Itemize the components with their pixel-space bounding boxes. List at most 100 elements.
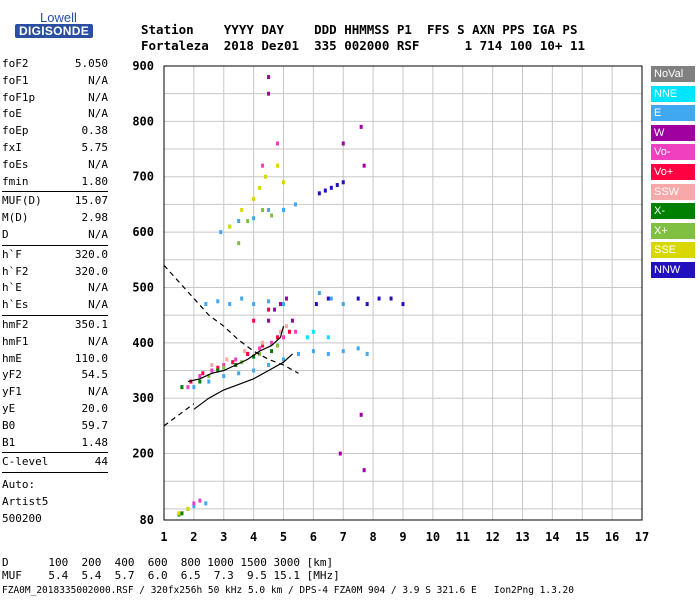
x-tick-label: 15 [575, 530, 589, 544]
data-point [273, 307, 277, 312]
param-separator [2, 191, 108, 193]
param-name: hmF2 [2, 317, 29, 331]
data-point [198, 379, 202, 384]
legend-item: X+ [651, 222, 695, 239]
data-point [293, 202, 297, 207]
dashed-curve [163, 403, 195, 427]
param-row: h`Es N/A [2, 297, 108, 314]
data-point [246, 351, 250, 356]
param-separator [2, 472, 108, 474]
data-point [311, 329, 315, 334]
x-tick-label: 14 [545, 530, 559, 544]
data-point [341, 349, 345, 354]
data-point [282, 207, 285, 212]
param-value: N/A [88, 73, 108, 87]
x-tick-label: 12 [485, 530, 499, 544]
param-value: 5.75 [81, 140, 109, 154]
param-row: yF1 N/A [2, 384, 108, 401]
data-point [282, 302, 285, 307]
param-row: yE 20.0 [2, 401, 108, 418]
param-row: hmE 110.0 [2, 351, 108, 368]
data-point [341, 180, 345, 185]
data-point [222, 362, 226, 367]
param-value: 5.050 [74, 57, 108, 70]
param-row: hmF1 N/A [2, 334, 108, 351]
data-point [311, 349, 315, 354]
data-point [258, 185, 262, 190]
param-name: foF2 [2, 57, 29, 70]
legend-item: Vo- [651, 144, 695, 161]
data-point [228, 224, 232, 229]
data-point [243, 349, 247, 354]
param-row: h`F 320.0 [2, 247, 108, 264]
data-point [177, 511, 181, 516]
data-point [186, 385, 190, 390]
param-value: 59.7 [81, 418, 109, 432]
header-line-1: Station YYYY DAY DDD HHMMSS P1 FFS S AXN… [141, 22, 578, 37]
param-value: 350.1 [74, 317, 108, 331]
data-point [252, 368, 256, 373]
legend-item: NNE [651, 85, 695, 102]
data-point [284, 296, 288, 301]
param-name: h`F [2, 247, 22, 261]
param-row: fmin 1.80 [2, 174, 108, 191]
data-point [252, 354, 256, 359]
legend-item: E [651, 105, 695, 122]
data-point [377, 296, 381, 301]
data-point [237, 241, 241, 246]
data-point [180, 511, 184, 516]
param-value: N/A [88, 157, 108, 171]
param-row: C-level 44 [2, 454, 108, 471]
param-name: MUF(D) [2, 194, 42, 208]
param-value: 15.07 [74, 194, 108, 208]
data-point [198, 498, 202, 503]
data-point [267, 318, 271, 323]
legend-item: Vo+ [651, 164, 695, 180]
y-tick-label: 300 [132, 391, 154, 405]
x-tick-label: 5 [280, 530, 287, 544]
param-name: h`E [2, 281, 22, 295]
x-tick-label: 2 [190, 530, 197, 544]
param-row: foE N/A [2, 106, 108, 123]
data-point [326, 351, 330, 356]
data-point [192, 385, 196, 390]
footer-info: FZA0M_2018335002000.RSF / 320fx256h 50 k… [2, 585, 574, 596]
data-point [279, 302, 283, 307]
data-point [389, 296, 393, 301]
legend-item: NoVal [651, 66, 695, 82]
param-name: fmin [2, 174, 29, 188]
param-value: N/A [88, 385, 108, 399]
param-name: yF1 [2, 385, 22, 399]
profile-curve [187, 326, 285, 383]
muf-distance-row: D 100 200 400 600 800 1000 1500 3000 [km… [2, 556, 334, 569]
data-point [207, 374, 211, 379]
param-separator [2, 244, 108, 246]
data-point [282, 180, 285, 185]
data-point [261, 340, 265, 345]
autoscaling-program: Artist5 [2, 495, 49, 508]
data-point [210, 368, 214, 373]
data-point [276, 163, 280, 168]
param-value: 44 [94, 455, 108, 469]
x-tick-label: 10 [426, 530, 440, 544]
param-name: yF2 [2, 368, 22, 382]
y-tick-label: 700 [132, 170, 154, 184]
param-name: foF1p [2, 90, 36, 104]
data-point [180, 385, 184, 390]
data-point [317, 291, 321, 295]
legend-item: SSE [651, 242, 695, 259]
logo-text-lowell: Lowell [40, 10, 77, 25]
param-name: B1 [2, 435, 16, 449]
data-point [276, 335, 280, 340]
data-point [314, 302, 318, 307]
y-tick-label: 80 [140, 513, 154, 527]
data-point [222, 365, 226, 370]
data-point [192, 501, 196, 506]
data-point [261, 207, 265, 212]
data-point [356, 296, 360, 301]
data-point [276, 343, 280, 348]
legend-item: SSW [651, 183, 695, 200]
data-point [246, 219, 250, 224]
data-point [359, 124, 363, 129]
param-value: N/A [88, 90, 108, 104]
